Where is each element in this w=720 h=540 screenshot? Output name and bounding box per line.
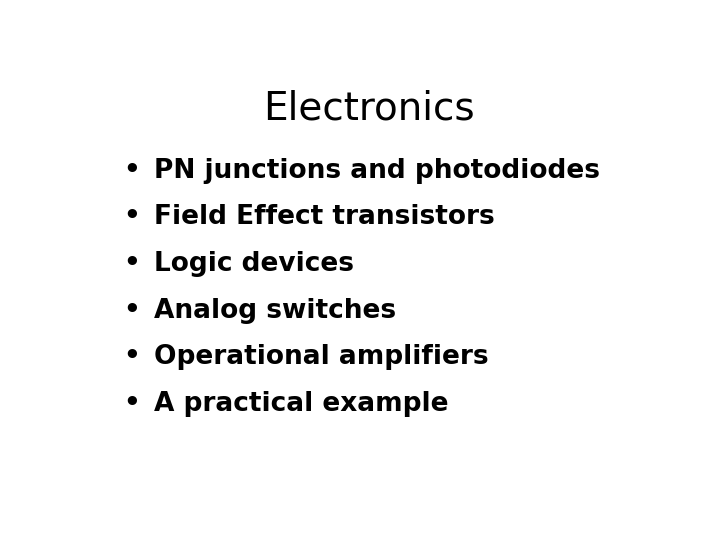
Text: •: • [123, 298, 140, 323]
Text: Operational amplifiers: Operational amplifiers [154, 344, 489, 370]
Text: A practical example: A practical example [154, 390, 449, 417]
Text: PN junctions and photodiodes: PN junctions and photodiodes [154, 158, 600, 184]
Text: Field Effect transistors: Field Effect transistors [154, 205, 495, 231]
Text: •: • [123, 390, 140, 417]
Text: Logic devices: Logic devices [154, 251, 354, 277]
Text: •: • [123, 251, 140, 277]
Text: •: • [123, 205, 140, 231]
Text: •: • [123, 344, 140, 370]
Text: Analog switches: Analog switches [154, 298, 396, 323]
Text: •: • [123, 158, 140, 184]
Text: Electronics: Electronics [264, 90, 474, 127]
